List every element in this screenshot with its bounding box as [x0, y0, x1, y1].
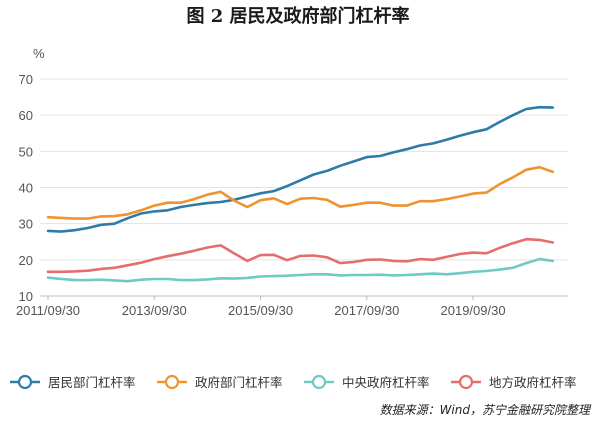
x-axis: 2011/09/30 2013/09/30 2015/09/30 2017/09/30…	[16, 295, 568, 318]
series-line-1	[46, 105, 555, 233]
y-tick-label: 10	[19, 289, 33, 304]
y-tick-label: 20	[19, 253, 33, 268]
series-lines	[46, 105, 555, 283]
y-tick-label: 40	[19, 181, 33, 196]
legend-item-4: 地方政府杠杆率	[451, 374, 577, 390]
y-tick-label: 50	[19, 144, 33, 159]
series-line-3	[46, 257, 555, 283]
series-line-2	[46, 165, 555, 220]
gridlines	[40, 78, 568, 261]
y-tick-label: 60	[19, 108, 33, 123]
legend-swatch-marker	[311, 374, 327, 390]
y-axis: 10 20 30 40 50 60 70	[19, 72, 33, 304]
y-tick-label: 30	[19, 217, 33, 232]
legend-swatch-marker	[17, 374, 33, 390]
legend-item-3: 中央政府杠杆率	[304, 374, 430, 390]
x-tick-label: 2015/09/30	[228, 303, 293, 318]
data-source-note: 数据来源：Wind，苏宁金融研究院整理	[379, 403, 590, 417]
legend-label: 政府部门杠杆率	[195, 375, 283, 390]
y-tick-label: 70	[19, 72, 33, 87]
legend-label: 地方政府杠杆率	[489, 375, 577, 390]
legend-label: 中央政府杠杆率	[342, 375, 430, 390]
x-tick-label: 2013/09/30	[122, 303, 187, 318]
x-tick-label: 2017/09/30	[334, 303, 399, 318]
legend: 居民部门杠杆率 政府部门杠杆率 中央政府杠杆率 地方政府杠杆率	[10, 374, 577, 390]
legend-label: 居民部门杠杆率	[48, 375, 136, 390]
legend-item-1: 居民部门杠杆率	[10, 374, 136, 390]
y-axis-unit: %	[33, 46, 45, 61]
legend-item-2: 政府部门杠杆率	[157, 374, 283, 390]
x-tick-label: 2019/09/30	[441, 303, 506, 318]
legend-swatch-marker	[458, 374, 474, 390]
figure-title: 图 2 居民及政府部门杠杆率	[186, 6, 410, 27]
series-line-4	[46, 237, 555, 274]
x-tick-label: 2011/09/30	[16, 303, 80, 318]
legend-swatch-marker	[164, 374, 180, 390]
